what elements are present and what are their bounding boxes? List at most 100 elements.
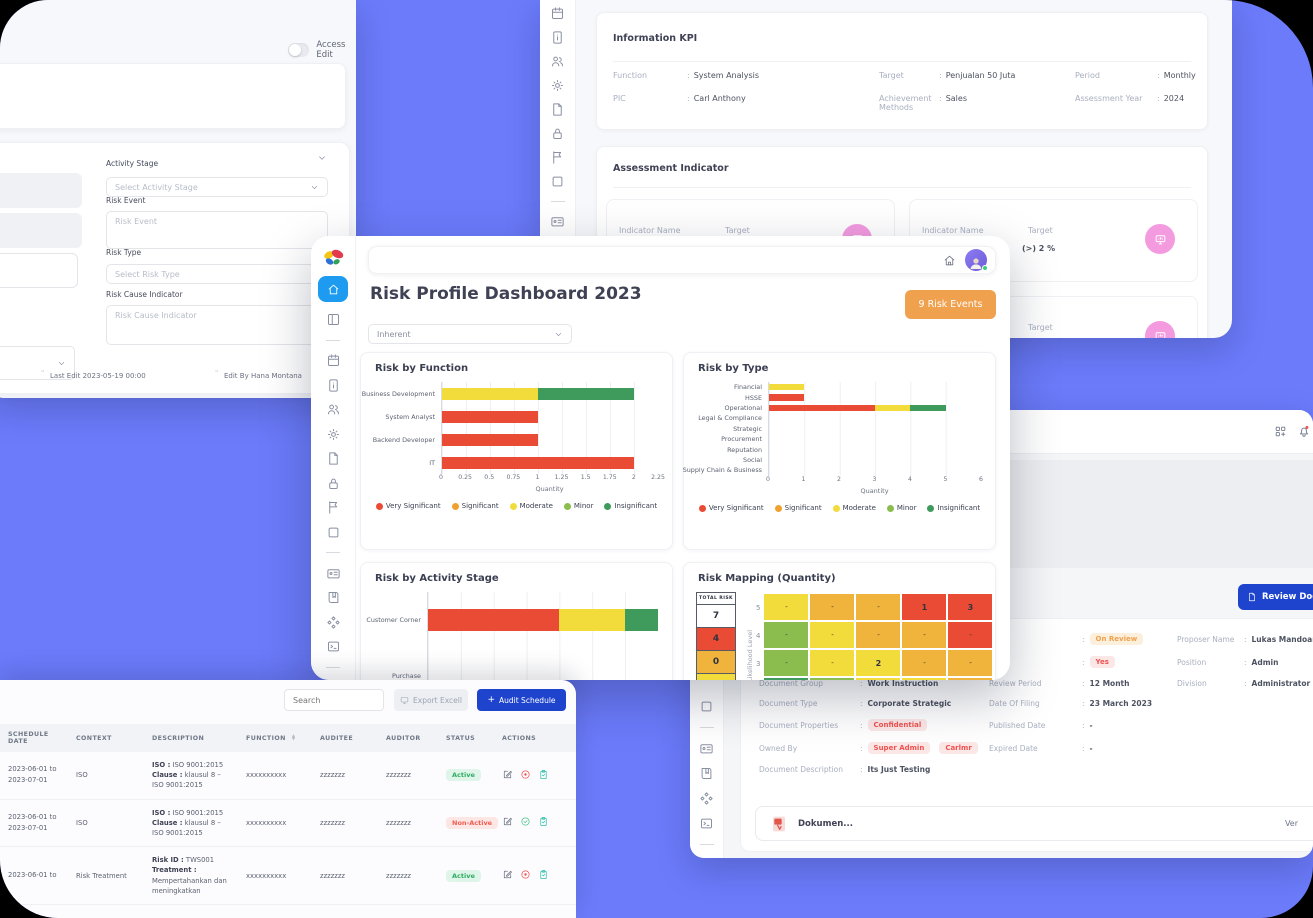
access-edit-toggle[interactable] (288, 43, 310, 57)
square-icon[interactable] (326, 525, 341, 540)
audit-search-input[interactable] (284, 689, 384, 711)
id-card-icon[interactable] (326, 566, 341, 581)
global-search-input[interactable] (377, 254, 934, 266)
book-icon[interactable] (326, 590, 341, 605)
flag-icon[interactable] (326, 500, 341, 515)
edit-icon[interactable] (502, 816, 513, 827)
copy-action-button[interactable] (538, 816, 549, 829)
auditee-cell: zzzzzzz (320, 871, 345, 880)
id-card-icon[interactable] (699, 741, 714, 756)
column-header[interactable]: CONTEXT (76, 734, 112, 742)
deactivate-action-button[interactable] (520, 769, 531, 782)
deactivate-icon[interactable] (520, 869, 531, 880)
columns-icon[interactable] (326, 312, 341, 327)
book-icon[interactable] (699, 766, 714, 781)
rail-divider (699, 844, 714, 845)
users-icon[interactable] (550, 54, 565, 69)
copy-action-button[interactable] (538, 869, 549, 882)
attachment-row[interactable]: Dokumen... Ver (755, 806, 1313, 841)
risk-cause-indicator-input[interactable]: Risk Cause Indicator (106, 305, 328, 345)
gear-icon[interactable] (550, 78, 565, 93)
heatmap-cell: - (764, 650, 809, 676)
field-label: Review Period (989, 679, 1042, 688)
category-label: HSSE (745, 393, 762, 402)
review-doc-button[interactable]: Review Doc... (1238, 584, 1313, 610)
column-header[interactable]: AUDITEE (320, 734, 354, 742)
auditee-cell: zzzzzzz (320, 818, 345, 827)
legend-dot (832, 504, 840, 512)
column-header[interactable]: ACTIONS (502, 734, 537, 742)
copy-icon[interactable] (538, 769, 549, 780)
legend-item: Moderate (832, 504, 876, 512)
category-label: IT (429, 458, 435, 467)
copy-icon[interactable] (538, 869, 549, 880)
axis-label: Quantity (860, 487, 889, 495)
table-row[interactable]: 2023-06-01 to 2023-07-01 ISO ISO : ISO 90… (0, 800, 576, 848)
search-bar[interactable] (368, 246, 996, 274)
deactivate-icon[interactable] (520, 769, 531, 780)
terminal-icon[interactable] (699, 816, 714, 831)
activate-action-button[interactable] (520, 816, 531, 829)
chevron-down-icon (310, 183, 319, 192)
rail-divider (326, 552, 340, 553)
square-icon[interactable] (550, 174, 565, 189)
axis-tick: 1 (535, 474, 540, 481)
axis-tick: 3 (872, 476, 877, 483)
cutoff-select[interactable] (0, 346, 75, 380)
edit-action-button[interactable] (502, 869, 513, 882)
activate-icon[interactable] (520, 816, 531, 827)
home-icon[interactable] (943, 254, 956, 267)
column-header[interactable]: STATUS (446, 734, 476, 742)
bar (769, 457, 981, 464)
likelihood-axis-label: Likelihood Level (746, 630, 754, 680)
file-icon[interactable] (550, 102, 565, 117)
workflow-icon[interactable] (699, 791, 714, 806)
inherent-filter-select[interactable]: Inherent (368, 324, 572, 344)
users-icon[interactable] (326, 402, 341, 417)
axis-tick: 0 (766, 476, 770, 483)
column-header[interactable]: AUDITOR (386, 734, 421, 742)
table-row[interactable]: 2023-06-01 to Risk Treatment Risk ID : T… (0, 847, 576, 905)
edit-action-button[interactable] (502, 769, 513, 782)
report-icon[interactable] (326, 378, 341, 393)
activity-stage-select[interactable]: Select Activity Stage (106, 177, 328, 197)
workflow-icon[interactable] (326, 615, 341, 630)
calendar-icon[interactable] (326, 353, 341, 368)
app-logo-icon[interactable] (321, 248, 345, 268)
avatar[interactable] (965, 249, 988, 271)
column-header[interactable]: SCHEDULE DATE (8, 731, 49, 745)
copy-icon[interactable] (538, 816, 549, 827)
risk-type-select[interactable]: Select Risk Type (106, 264, 328, 284)
edit-icon[interactable] (502, 869, 513, 880)
attachment-version[interactable]: Ver (1284, 819, 1298, 828)
terminal-icon[interactable] (326, 639, 341, 654)
column-header[interactable]: FUNCTION ▲ ▼ (246, 733, 296, 742)
deactivate-action-button[interactable] (520, 869, 531, 882)
grid-plus-icon[interactable] (1274, 425, 1287, 438)
column-header[interactable]: DESCRIPTION (152, 734, 205, 742)
square-icon[interactable] (699, 699, 714, 714)
lock-icon[interactable] (326, 476, 341, 491)
bell-icon[interactable] (1297, 424, 1311, 438)
edit-action-button[interactable] (502, 816, 513, 829)
copy-action-button[interactable] (538, 769, 549, 782)
risk-events-button[interactable]: 9 Risk Events (905, 290, 996, 319)
export-excel-button[interactable]: Export Excell (394, 689, 468, 711)
gear-icon[interactable] (326, 427, 341, 442)
sort-icon[interactable]: ▲ ▼ (291, 733, 296, 742)
home-nav-active[interactable] (318, 276, 348, 302)
table-row[interactable]: 2023-06-01 to 2023-07-01 ISO ISO : ISO 90… (0, 752, 576, 800)
add-audit-schedule-button[interactable]: + Audit Schedule (477, 689, 566, 711)
risk-event-input[interactable]: Risk Event (106, 211, 328, 249)
id-card-icon[interactable] (550, 214, 565, 229)
lock-icon[interactable] (550, 126, 565, 141)
kpi-field-value: Penjualan 50 Juta (945, 71, 1016, 80)
file-icon[interactable] (326, 451, 341, 466)
edit-icon[interactable] (502, 769, 513, 780)
calendar-icon[interactable] (550, 6, 565, 21)
monitor-icon (400, 696, 409, 705)
collapse-chevron-icon[interactable] (317, 153, 327, 163)
toggle-knob (289, 44, 301, 56)
report-icon[interactable] (550, 30, 565, 45)
flag-icon[interactable] (550, 150, 565, 165)
